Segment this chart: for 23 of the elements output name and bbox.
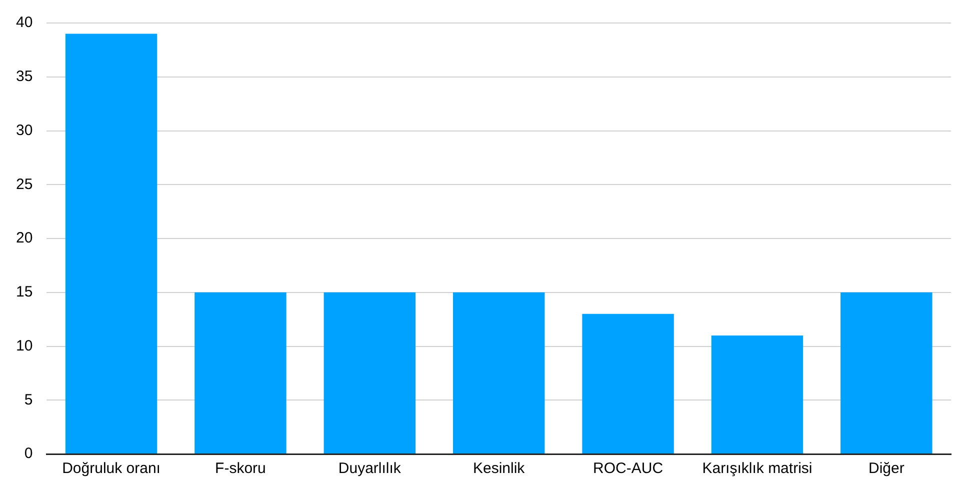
x-tick-label: Diğer [868,460,904,478]
y-tick-label: 20 [16,230,33,247]
y-tick-label: 0 [24,445,33,462]
x-tick-label: ROC-AUC [593,460,664,478]
y-tick-label: 25 [16,176,33,193]
bar [324,292,416,454]
y-tick-label: 15 [16,284,33,301]
bar [582,314,674,454]
bar [65,34,158,454]
bar [194,292,286,454]
y-tick-label: 40 [16,14,33,32]
x-tick-label: F-skoru [215,460,266,478]
y-tick-label: 5 [24,391,33,408]
y-tick-label: 35 [16,68,33,86]
x-tick-label: Duyarlılık [338,460,402,478]
bar [452,292,545,454]
y-tick-label: 30 [16,122,33,139]
x-tick-label: Kesinlik [473,460,526,478]
y-tick-label: 10 [16,337,33,354]
x-tick-label: Karışıklık matrisi [702,460,812,478]
bar [711,335,804,454]
x-tick-label: Doğruluk oranı [62,460,160,478]
bar [840,292,932,454]
